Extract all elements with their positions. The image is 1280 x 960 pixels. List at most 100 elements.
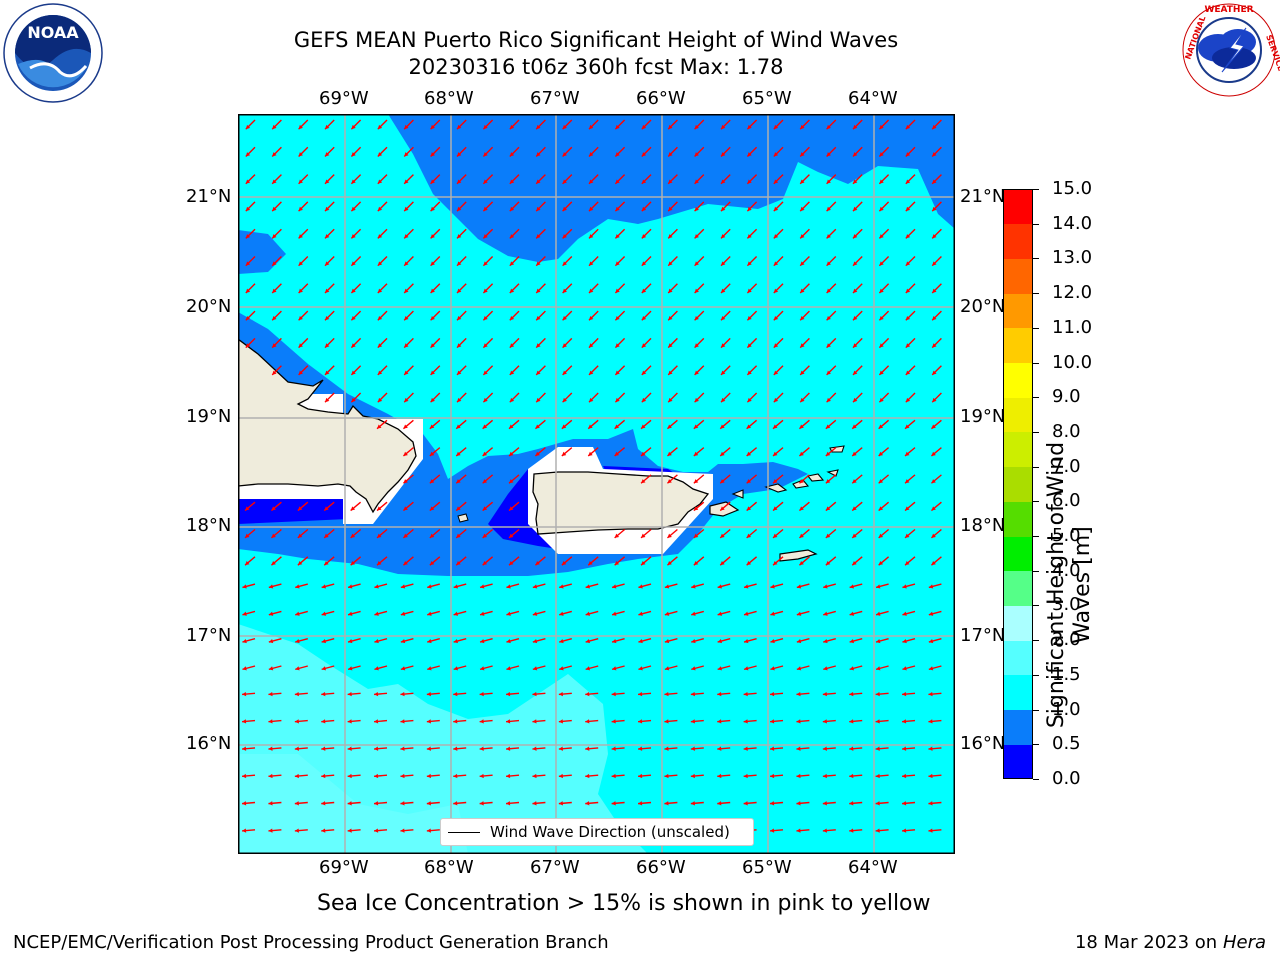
- wave-direction-arrowhead: [905, 261, 911, 266]
- wave-direction-arrowhead: [770, 801, 775, 806]
- wave-direction-arrowhead: [272, 261, 277, 266]
- wave-direction-arrowhead: [430, 397, 435, 403]
- wave-direction-arrowhead: [641, 124, 647, 130]
- wave-direction-arrowhead: [667, 479, 672, 484]
- wave-direction-arrowhead: [690, 801, 695, 806]
- colorbar-segment: [1003, 570, 1033, 606]
- wave-direction-arrowhead: [427, 584, 432, 589]
- wave-direction-arrowhead: [928, 691, 933, 697]
- wave-direction-arrowhead: [483, 261, 488, 266]
- colorbar-tick-label: 0.5: [1052, 733, 1081, 755]
- mona-island-land: [457, 513, 469, 523]
- wave-direction-arrowhead: [479, 746, 484, 751]
- wave-direction-arrowhead: [853, 261, 858, 266]
- wave-direction-arrowhead: [720, 560, 725, 566]
- colorbar-tick-label: 15.0: [1052, 178, 1093, 199]
- wave-direction-arrowhead: [271, 506, 276, 511]
- wave-direction-arrowhead: [744, 584, 749, 589]
- wave-direction-arrowhead: [721, 179, 726, 184]
- wave-direction-arrowhead: [480, 584, 485, 589]
- wave-direction-arrowhead: [429, 533, 435, 538]
- wave-direction-arrowhead: [770, 828, 775, 833]
- wave-direction-arrowhead: [298, 234, 303, 239]
- colorbar-segment: [1003, 605, 1033, 641]
- sea-band-0.5-1-north: [388, 114, 955, 262]
- wave-direction-arrowhead: [664, 611, 670, 616]
- wave-direction-arrowhead: [799, 424, 804, 429]
- wave-direction-arrowhead: [641, 343, 647, 348]
- colorbar-tick-label: 12.0: [1052, 282, 1093, 304]
- wave-direction-arrowhead: [747, 179, 752, 184]
- wave-direction-arrowhead: [852, 506, 857, 511]
- wave-direction-arrowhead: [611, 691, 616, 697]
- wave-direction-arrowhead: [351, 315, 356, 321]
- wave-direction-arrowhead: [905, 370, 911, 375]
- wave-direction-arrowhead: [641, 397, 647, 403]
- virgin-islands-land: [764, 445, 845, 493]
- wave-direction-arrowhead: [585, 611, 591, 616]
- wave-direction-arrowhead: [668, 179, 673, 184]
- colorbar-tick-label: 1.0: [1052, 698, 1081, 720]
- wave-direction-arrowhead: [426, 828, 431, 833]
- colorbar-tick-mark: [1033, 431, 1039, 433]
- wave-direction-arrowhead: [664, 584, 670, 589]
- wave-direction-arrowhead: [796, 584, 802, 589]
- wave-direction-arrowhead: [561, 451, 567, 456]
- wave-direction-arrowhead: [746, 533, 752, 538]
- wave-direction-arrowhead: [532, 638, 538, 644]
- wave-direction-arrowhead: [298, 315, 303, 321]
- wave-direction-arrowhead: [928, 828, 933, 833]
- wave-direction-arrowhead: [826, 315, 831, 321]
- wave-direction-arrowhead: [641, 234, 647, 239]
- chart-subtitle: 20230316 t06z 360h fcst Max: 1.78: [408, 55, 784, 79]
- wave-direction-arrowhead: [295, 638, 300, 644]
- wave-direction-arrowhead: [536, 206, 541, 212]
- wave-direction-arrowhead: [721, 397, 726, 403]
- wave-direction-arrowhead: [321, 719, 326, 724]
- wave-direction-arrowhead: [509, 234, 515, 239]
- colorbar-tick-mark: [1033, 327, 1039, 329]
- wave-direction-arrowhead: [351, 152, 356, 157]
- wave-direction-arrowhead: [532, 719, 537, 724]
- wave-direction-arrowhead: [294, 773, 299, 779]
- wave-direction-arrowhead: [693, 424, 699, 429]
- wave-direction-arrowhead: [509, 397, 515, 403]
- wave-direction-arrowhead: [325, 206, 330, 212]
- wave-direction-arrowhead: [559, 638, 564, 644]
- lat-label-right: 16°N: [960, 733, 1006, 754]
- wave-direction-arrowhead: [826, 288, 831, 293]
- wave-direction-arrowhead: [374, 719, 379, 724]
- wave-direction-arrowhead: [853, 343, 858, 348]
- wave-direction-arrowhead: [796, 746, 801, 751]
- wave-direction-arrowhead: [875, 801, 880, 806]
- wave-direction-arrowhead: [321, 584, 327, 589]
- wave-direction-arrowhead: [483, 315, 488, 321]
- wave-direction-arrowhead: [453, 691, 458, 697]
- wave-direction-arrowhead: [826, 124, 831, 130]
- lon-label-top: 64°W: [848, 88, 898, 109]
- wave-direction-arrowhead: [932, 152, 937, 157]
- wave-direction-arrowhead: [325, 397, 330, 403]
- wave-direction-arrowhead: [457, 234, 462, 239]
- wave-direction-arrowhead: [905, 451, 910, 456]
- wave-direction-arrowhead: [853, 124, 858, 130]
- wave-direction-arrowhead: [430, 315, 435, 321]
- wave-direction-arrowhead: [694, 315, 699, 321]
- lon-label-top: 65°W: [742, 88, 792, 109]
- wave-direction-arrowhead: [823, 666, 828, 671]
- wave-direction-arrowhead: [400, 638, 406, 644]
- wave-direction-arrowhead: [879, 397, 884, 403]
- wave-direction-arrowhead: [298, 124, 303, 130]
- wave-direction-arrowhead: [902, 611, 907, 616]
- wave-direction-arrowhead: [931, 479, 936, 484]
- wave-direction-arrowhead: [799, 451, 804, 456]
- wave-direction-arrowhead: [615, 343, 620, 348]
- wave-direction-arrowhead: [558, 746, 563, 751]
- wave-direction-arrowhead: [351, 179, 356, 184]
- wave-direction-arrowhead: [509, 533, 514, 538]
- wave-direction-arrowhead: [878, 479, 884, 484]
- wave-direction-arrowhead: [668, 370, 673, 375]
- wave-direction-arrowhead: [457, 288, 462, 293]
- wave-direction-arrowhead: [800, 234, 805, 239]
- wave-direction-arrowhead: [853, 370, 858, 375]
